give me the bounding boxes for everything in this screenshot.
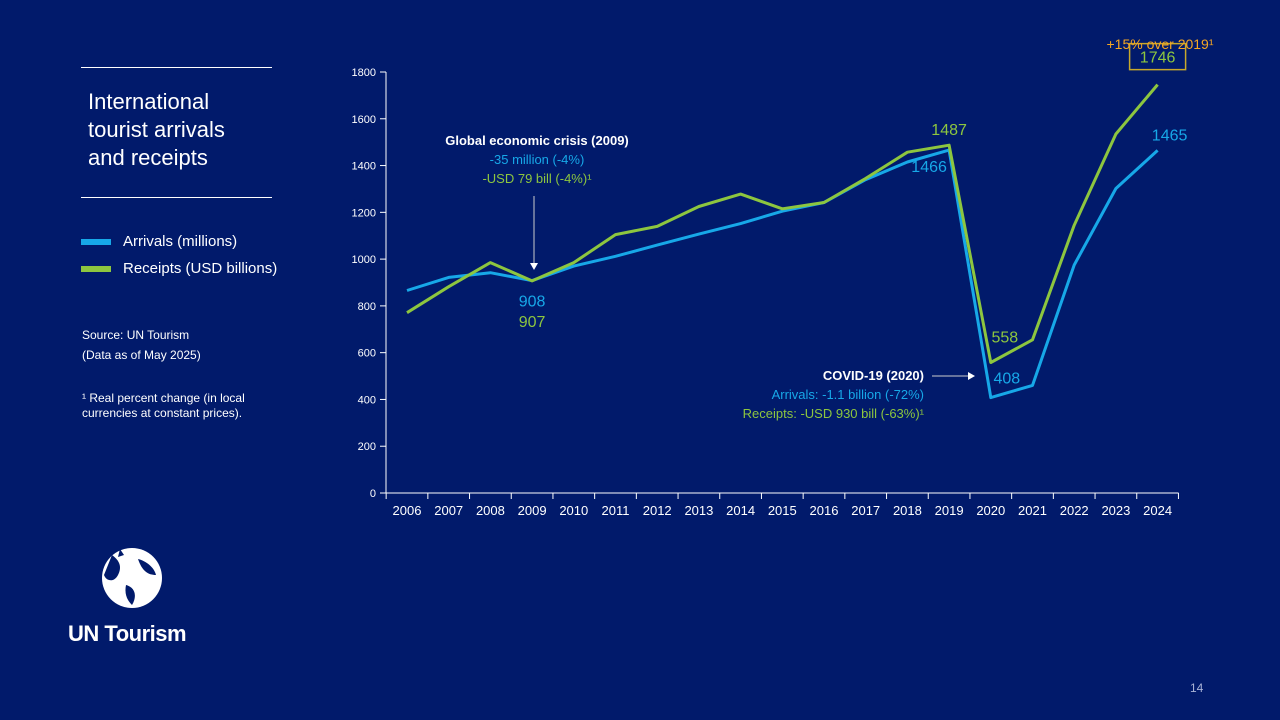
x-tick-label-2008: 2008	[476, 503, 505, 518]
covid-annotation-arrivals: Arrivals: -1.1 billion (-72%)	[772, 387, 924, 402]
x-tick-label-2021: 2021	[1018, 503, 1047, 518]
y-tick-label-1400: 1400	[352, 161, 376, 173]
un-tourism-globe-icon	[102, 548, 162, 608]
covid-annotation-title: COVID-19 (2020)	[823, 368, 924, 383]
data-label-receipts-2019: 1487	[931, 122, 967, 139]
crisis-annotation-arrow-head	[530, 263, 538, 270]
y-tick-label-400: 400	[358, 394, 376, 406]
y-tick-label-600: 600	[358, 348, 376, 360]
x-tick-label-2023: 2023	[1101, 503, 1130, 518]
x-tick-label-2019: 2019	[935, 503, 964, 518]
y-tick-label-0: 0	[370, 488, 376, 500]
data-label-receipts-2024: 1746	[1140, 50, 1176, 67]
y-tick-label-1600: 1600	[352, 114, 376, 126]
x-tick-label-2014: 2014	[726, 503, 755, 518]
y-tick-label-1000: 1000	[352, 254, 376, 266]
title-bottom-rule	[81, 197, 272, 198]
x-tick-label-2010: 2010	[559, 503, 588, 518]
page-number: 14	[1190, 681, 1204, 695]
x-tick-label-2013: 2013	[684, 503, 713, 518]
x-tick-label-2011: 2011	[602, 503, 630, 518]
data-label-arrivals-2019: 1466	[911, 159, 947, 176]
title-top-rule	[81, 67, 272, 68]
series-line-receipts	[406, 83, 1159, 364]
data-date-text: (Data as of May 2025)	[82, 348, 201, 362]
covid-annotation-receipts: Receipts: -USD 930 bill (-63%)¹	[743, 406, 925, 421]
highlight-box-1746	[1128, 42, 1187, 71]
data-label-receipts-2020: 558	[991, 329, 1018, 346]
legend-swatch-arrivals	[81, 238, 111, 245]
x-tick-label-2006: 2006	[393, 503, 422, 518]
source-text: Source: UN Tourism	[82, 328, 190, 342]
y-tick-label-800: 800	[358, 301, 376, 313]
legend-label-receipts: Receipts (USD billions)	[123, 260, 278, 277]
crisis-annotation-receipts: -USD 79 bill (-4%)¹	[482, 171, 592, 186]
x-tick-label-2007: 2007	[434, 503, 463, 518]
y-tick-label-200: 200	[358, 441, 376, 453]
data-label-arrivals-2024: 1465	[1152, 127, 1188, 144]
legend-label-arrivals: Arrivals (millions)	[123, 233, 238, 250]
x-tick-label-2016: 2016	[810, 503, 839, 518]
x-tick-label-2024: 2024	[1143, 503, 1172, 518]
legend-item-receipts: Receipts (USD billions)	[81, 260, 277, 277]
crisis-annotation-arrivals: -35 million (-4%)	[490, 152, 585, 167]
x-tick-label-2018: 2018	[893, 503, 922, 518]
title-line-3: and receipts	[88, 145, 208, 170]
x-tick-label-2022: 2022	[1060, 503, 1089, 518]
x-tick-label-2015: 2015	[768, 503, 797, 518]
title-line-2: tourist arrivals	[88, 117, 225, 142]
crisis-annotation-title: Global economic crisis (2009)	[445, 133, 629, 148]
footnote-text: ¹ Real percent change (in local currenci…	[82, 391, 245, 420]
x-tick-label-2012: 2012	[643, 503, 672, 518]
title-line-1: International	[88, 89, 210, 114]
x-tick-label-2009: 2009	[518, 503, 547, 518]
logo-text: UN Tourism	[68, 621, 187, 646]
data-label-receipts-2009: 907	[519, 314, 546, 331]
legend-item-arrivals: Arrivals (millions)	[81, 233, 237, 250]
legend-swatch-receipts	[81, 265, 111, 272]
y-tick-label-1800: 1800	[352, 67, 376, 79]
covid-annotation-arrow-head	[968, 372, 975, 380]
recovery-annotation: +15% over 2019¹	[1106, 36, 1213, 52]
y-tick-label-1200: 1200	[352, 207, 376, 219]
data-label-arrivals-2020: 408	[993, 371, 1020, 388]
x-tick-label-2020: 2020	[976, 503, 1005, 518]
data-label-arrivals-2009: 908	[519, 294, 546, 311]
x-tick-label-2017: 2017	[851, 503, 880, 518]
page-title: International tourist arrivals and recei…	[88, 88, 288, 172]
